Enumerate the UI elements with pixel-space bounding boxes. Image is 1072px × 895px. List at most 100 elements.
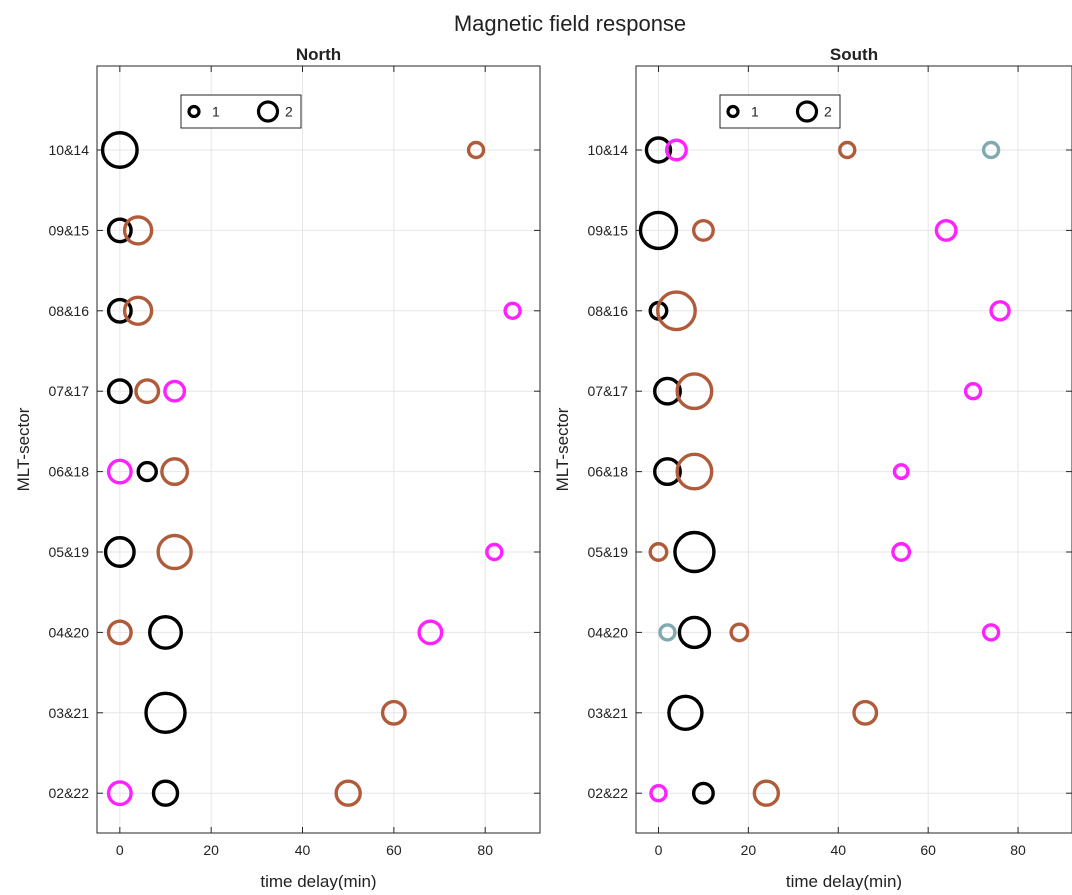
axes-frame — [635, 65, 1072, 834]
panel-2: 0 20 40 60 80 10&14 09&15 08&16 07&17 06&18 05&19 0… — [553, 45, 1072, 891]
data-point — [838, 140, 857, 160]
data-point — [122, 295, 154, 326]
data-point — [134, 378, 161, 405]
legend-marker-large — [795, 100, 819, 123]
data-point — [103, 536, 136, 568]
data-point — [503, 301, 522, 320]
y-tick-label: 02&22 — [49, 785, 90, 801]
x-tick-label: 0 — [655, 842, 663, 858]
data-point — [667, 694, 704, 731]
data-point — [106, 780, 133, 807]
data-point — [665, 138, 688, 162]
data-point — [852, 699, 879, 726]
panel-title: North — [296, 45, 341, 64]
x-axis-label: time delay(min) — [260, 872, 376, 890]
data-point — [656, 290, 697, 332]
x-tick-label: 40 — [295, 842, 311, 858]
x-axis-label: time delay(min) — [786, 872, 902, 890]
data-point — [106, 378, 133, 405]
y-tick-label: 05&19 — [49, 544, 90, 560]
panel-1: 0 20 40 60 80 10&14 09&15 08&16 07&17 06&18 05&19 0… — [14, 45, 541, 891]
data-point — [151, 779, 180, 807]
data-point — [485, 542, 504, 562]
y-tick-label: 07&17 — [588, 383, 629, 399]
figure-title: Magnetic field response — [454, 11, 686, 36]
data-point — [891, 542, 912, 562]
legend-box — [719, 94, 841, 129]
x-tick-label: 60 — [920, 842, 936, 858]
data-point — [989, 300, 1011, 322]
data-point — [417, 619, 444, 646]
data-point — [673, 530, 716, 574]
data-point — [106, 619, 133, 646]
x-tick-label: 40 — [830, 842, 846, 858]
legend-marker-small — [187, 104, 201, 119]
y-tick-label: 02&22 — [588, 785, 629, 801]
data-point — [677, 615, 712, 650]
data-point — [380, 699, 407, 726]
legend-box — [180, 94, 302, 129]
x-tick-label: 20 — [741, 842, 757, 858]
x-tick-label: 80 — [477, 842, 493, 858]
y-axis-label: MLT-sector — [14, 407, 33, 491]
data-point — [160, 457, 190, 487]
x-tick-label: 60 — [386, 842, 402, 858]
x-tick-label: 0 — [116, 842, 124, 858]
legend-entry: 1 — [212, 104, 220, 120]
legend-entry: 2 — [824, 104, 832, 120]
y-tick-label: 03&21 — [588, 705, 629, 721]
data-point — [675, 372, 714, 411]
y-tick-label: 04&20 — [588, 624, 629, 640]
data-point — [653, 457, 682, 487]
data-point — [106, 217, 133, 244]
data-point — [163, 379, 187, 403]
data-point — [136, 460, 158, 483]
legend-entry: 1 — [751, 104, 759, 120]
data-point — [963, 382, 983, 401]
data-point — [649, 784, 668, 803]
y-tick-label: 04&20 — [49, 624, 90, 640]
data-point — [144, 691, 187, 734]
data-point — [981, 140, 1001, 160]
data-point — [648, 542, 669, 562]
data-point — [981, 623, 1001, 642]
panel-title: South — [830, 45, 878, 64]
data-point — [675, 452, 714, 491]
data-point — [122, 215, 154, 246]
y-tick-label: 03&21 — [49, 705, 90, 721]
y-tick-label: 10&14 — [49, 142, 90, 158]
legend-marker-large — [256, 100, 280, 123]
data-point — [466, 140, 486, 160]
legend-marker-small — [726, 104, 740, 119]
data-point — [934, 218, 958, 242]
data-point — [644, 136, 673, 164]
data-point — [106, 458, 133, 485]
data-point — [653, 376, 682, 406]
y-tick-label: 07&17 — [49, 383, 90, 399]
y-tick-label: 10&14 — [588, 142, 629, 158]
legend-entry: 2 — [285, 104, 293, 120]
data-point — [638, 210, 679, 251]
data-point — [729, 622, 750, 643]
data-point — [106, 297, 133, 324]
data-point — [100, 131, 139, 169]
y-tick-label: 06&18 — [49, 464, 90, 480]
x-tick-label: 20 — [203, 842, 219, 858]
y-tick-label: 09&15 — [588, 222, 629, 238]
data-point — [892, 463, 910, 481]
data-point — [691, 218, 715, 242]
data-point — [658, 623, 677, 642]
y-tick-label: 09&15 — [49, 222, 90, 238]
y-tick-label: 06&18 — [588, 464, 629, 480]
data-point — [148, 614, 183, 650]
data-point — [691, 781, 715, 805]
y-tick-label: 08&16 — [588, 303, 629, 319]
y-tick-label: 05&19 — [588, 544, 629, 560]
data-point — [156, 533, 193, 571]
x-tick-label: 80 — [1010, 842, 1026, 858]
data-point — [334, 779, 362, 807]
